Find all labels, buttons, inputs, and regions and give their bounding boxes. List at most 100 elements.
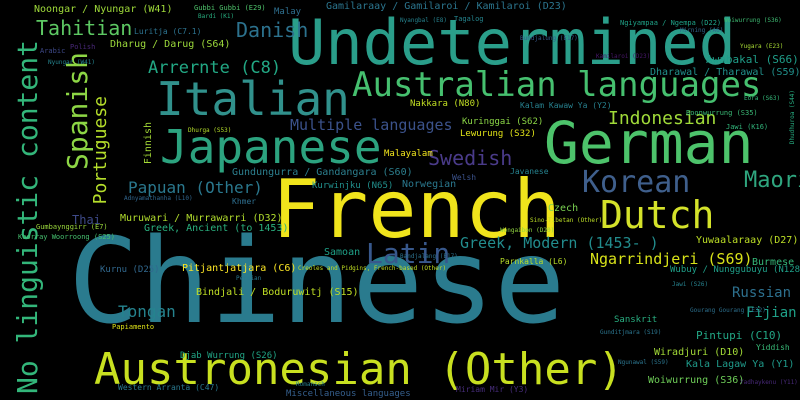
word-spanish: Spanish bbox=[61, 52, 94, 171]
word-luritja: Luritja (C7.1) bbox=[134, 27, 202, 36]
word-koorray-woorroong: Koorray Woorroong (S25) bbox=[18, 233, 115, 241]
word-polish: Polish bbox=[70, 43, 96, 51]
word-jawi-s26: Jawi (S26) bbox=[672, 281, 709, 288]
word-yiddish: Yiddish bbox=[756, 343, 790, 352]
word-pitjantjatjara: Pitjantjatjara (C6) bbox=[182, 263, 297, 274]
word-dharawal: Dharawal / Tharawal (S59) bbox=[650, 67, 800, 78]
word-wiradjuri: Wiradjuri (D10) bbox=[654, 347, 745, 358]
word-wongaibon: Wongaibon (D20) bbox=[500, 227, 555, 234]
word-burmese: Burmese bbox=[752, 257, 795, 268]
word-swedish: Swedish bbox=[428, 146, 513, 170]
word-dharug: Dharug / Darug (S64) bbox=[110, 39, 231, 50]
word-noongar: Noongar / Nyungar (W41) bbox=[34, 4, 173, 15]
word-gumbaynggirr: Gumbaynggirr (E7) bbox=[36, 223, 108, 231]
word-maori: Maori bbox=[744, 168, 800, 193]
word-gundungurra: Gundungurra / Gandangara (S60) bbox=[232, 167, 413, 178]
word-gubbi-gubbi: Gubbi Gubbi (E29) bbox=[194, 4, 266, 12]
word-kuringgai: Kuringgai (S62) bbox=[462, 117, 544, 127]
word-fijian: Fijian bbox=[746, 305, 797, 321]
word-korean: Korean bbox=[582, 165, 691, 200]
word-ngarrindjeri: Ngarrindjeri (S69) bbox=[590, 250, 753, 268]
word-persian: Persian bbox=[236, 275, 262, 282]
word-bundjalung: Bundjalung (E17) bbox=[520, 35, 578, 42]
word-gunditjmara: Gunditjmara (S19) bbox=[600, 329, 662, 336]
word-undetermined: Undetermined bbox=[288, 6, 736, 79]
word-awabakal: Awabakal (S66) bbox=[706, 53, 799, 66]
word-djab-wurrung: Djab Wurrung (S26) bbox=[180, 351, 278, 361]
word-welsh: Welsh bbox=[452, 173, 477, 182]
word-portuguese: Portuguese bbox=[90, 96, 111, 205]
word-czech: Czech bbox=[548, 203, 579, 214]
word-malay: Malay bbox=[274, 7, 302, 17]
word-ngunawal: Ngunawal (S59) bbox=[618, 359, 669, 366]
word-yugara: Yugara (E23) bbox=[740, 43, 784, 50]
word-papuan: Papuan (Other) bbox=[128, 178, 263, 197]
word-arabic: Arabic bbox=[40, 47, 66, 55]
word-italian: Italian bbox=[156, 72, 350, 126]
word-nyungar: Nyungar (W41) bbox=[48, 59, 95, 66]
word-gamilaraay: Gamilaraay / Gamilaroi / Kamilaroi (D23) bbox=[326, 1, 567, 12]
word-norwegian: Norwegian bbox=[402, 179, 457, 190]
word-khmer: Khmer bbox=[232, 197, 257, 206]
word-austronesian: Austronesian (Other) bbox=[94, 344, 624, 395]
word-misc-languages: Miscellaneous languages bbox=[286, 389, 411, 399]
word-kalam-kawaw-ya: Kalam Kawaw Ya (Y2) bbox=[520, 101, 612, 110]
word-french: French bbox=[272, 163, 561, 256]
word-indonesian: Indonesian bbox=[608, 108, 717, 129]
word-adnyamathanha: Adnyamathanha (L10) bbox=[124, 195, 193, 202]
word-finnish: Finnish bbox=[143, 122, 154, 165]
word-woiwurrung: Woiwurrung (S36) bbox=[648, 375, 745, 386]
word-nyangbal: Nyangbal (E8) bbox=[400, 17, 447, 24]
word-greek-ancient: Greek, Ancient (to 1453) bbox=[144, 223, 289, 234]
word-arrernte: Arrernte (C8) bbox=[148, 58, 282, 78]
word-tongan: Tongan bbox=[118, 302, 176, 321]
word-greek-modern: Greek, Modern (1453- ) bbox=[460, 234, 659, 252]
word-tagalog: Tagalog bbox=[454, 15, 484, 23]
word-kala-lagaw-ya: Kala Lagaw Ya (Y1) bbox=[686, 359, 795, 370]
word-yuwaalaraay: Yuwaalaraay (D27) bbox=[696, 235, 799, 246]
word-parnkalla: Parnkalla (L6) bbox=[500, 257, 568, 266]
word-romansch: Romansch bbox=[296, 381, 325, 388]
word-dhudhuroa: Dhudhuroa (S44) bbox=[789, 90, 796, 145]
word-boonwurrung: Boonwurrung (S35) bbox=[686, 109, 758, 117]
word-woiwurrung-small: Woiwurrung (S36) bbox=[724, 17, 782, 24]
word-dutch: Dutch bbox=[600, 193, 715, 237]
word-bindjali: Bindjali / Boduruwitj (S15) bbox=[196, 287, 359, 298]
word-wubuy: Wubuy / Nunggubuyu (N128) bbox=[670, 265, 800, 275]
word-javanese: Javanese bbox=[510, 167, 549, 176]
word-bardi: Bardi (K1) bbox=[198, 13, 235, 20]
word-gourang-gourang: Gourang Gourang (E32) bbox=[690, 307, 766, 314]
word-thai: Thai bbox=[72, 213, 101, 227]
word-eora: Eora (S63) bbox=[744, 95, 781, 102]
word-miriam-mir: Miriam Mir (Y3) bbox=[456, 385, 529, 394]
word-jawi-k16: Jawi (K16) bbox=[726, 123, 769, 131]
word-sanskrit: Sanskrit bbox=[614, 315, 658, 325]
word-kurwinjku: Kurwinjku (N65) bbox=[312, 181, 394, 191]
word-australian-languages: Australian languages bbox=[352, 65, 762, 105]
word-creoles: Creoles and Pidgins, French-based (Other… bbox=[298, 265, 447, 272]
word-kurnu: Kurnu (D25) bbox=[100, 265, 160, 275]
word-dhurga: Dhurga (S53) bbox=[188, 127, 232, 134]
word-kamilaroi: Kamilaroi (D23) bbox=[596, 53, 651, 60]
word-chinese: Chinese bbox=[68, 212, 566, 350]
word-no-linguistic-content: No linguistic content bbox=[11, 40, 44, 395]
word-mirning: Mirning (A6) bbox=[680, 27, 724, 34]
word-sino-tibetan: Sino-Tibetan (Other) bbox=[530, 217, 603, 224]
word-malayalam: Malayalam bbox=[384, 149, 433, 159]
word-lewurung: Lewurung (S32) bbox=[460, 129, 536, 139]
word-danish: Danish bbox=[236, 18, 309, 42]
word-nakkara: Nakkara (N80) bbox=[410, 99, 481, 109]
word-ngiyampaa: Ngiyampaa / Ngempa (D22) bbox=[620, 19, 722, 27]
word-pintupi: Pintupi (C10) bbox=[696, 329, 783, 342]
word-german: German bbox=[544, 109, 754, 177]
word-multiple-languages: Multiple languages bbox=[290, 116, 453, 134]
word-bandjalang: Bandjalang (E17) bbox=[400, 253, 458, 260]
word-samoan: Samoan bbox=[324, 247, 361, 258]
word-japanese: Japanese bbox=[160, 120, 382, 174]
word-tahitian: Tahitian bbox=[36, 16, 133, 40]
word-latin: Latin bbox=[366, 237, 451, 270]
word-russian: Russian bbox=[732, 285, 792, 301]
word-western-arranta: Western Arranta (C47) bbox=[118, 383, 220, 392]
word-papiamento: Papiamento bbox=[112, 323, 155, 331]
